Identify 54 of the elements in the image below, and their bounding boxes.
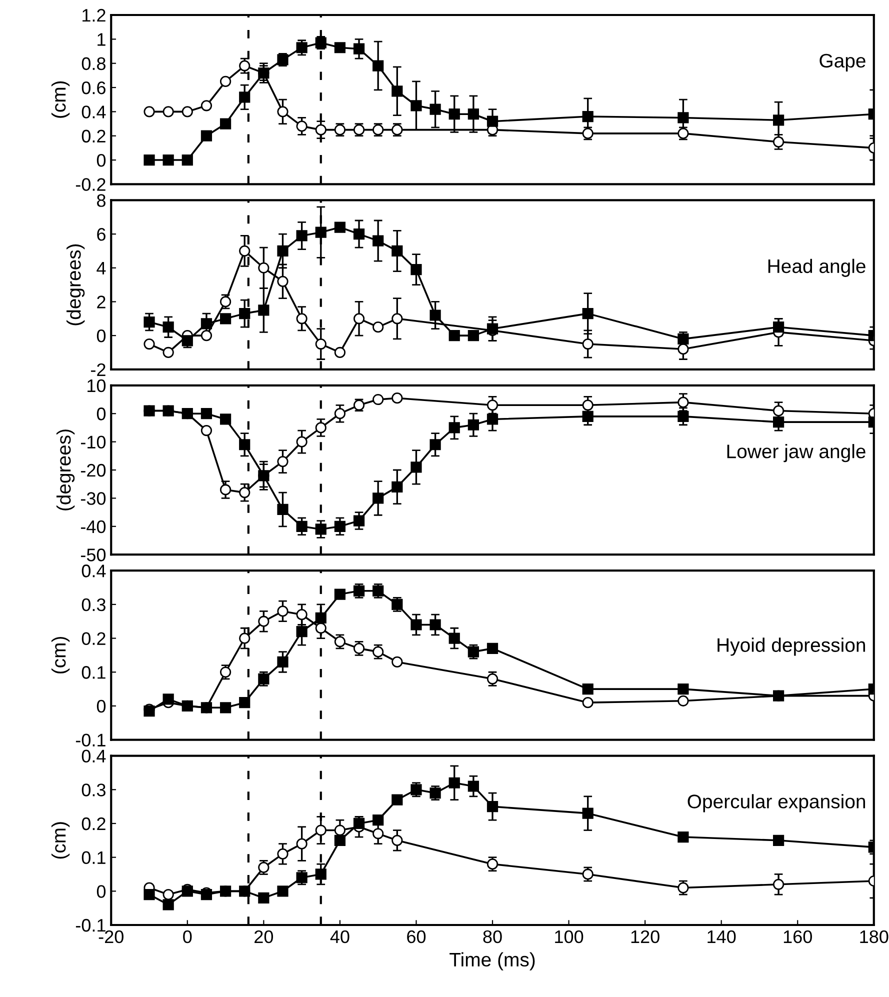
y-tick-label: 0.2 (82, 817, 106, 830)
x-tick-label: 160 (784, 930, 812, 944)
y-tick-label: 0.1 (82, 851, 106, 864)
y-axis-title: (cm) (51, 81, 70, 118)
x-tick-label: 100 (555, 930, 584, 944)
y-tick-label: 0.2 (82, 632, 106, 645)
x-axis-title: Time (ms) (450, 952, 535, 970)
y-axis-title: (degrees) (56, 430, 75, 510)
text: Head angle (768, 258, 866, 277)
x-tick-label: 80 (483, 930, 502, 944)
y-tick-label: 4 (96, 262, 106, 274)
y-axis-title: (cm) (51, 822, 70, 859)
y-tick-label: 0.6 (82, 81, 106, 94)
x-tick-label: 180 (860, 930, 888, 944)
y-tick-label: 1.2 (82, 8, 106, 22)
y-axis-title: (cm) (51, 636, 70, 674)
y-tick-label: 0.4 (82, 750, 106, 763)
y-tick-label: -10 (80, 436, 106, 449)
y-tick-label: 0.2 (82, 130, 106, 143)
y-tick-label: 0.4 (82, 106, 106, 118)
x-tick-label: 0 (183, 930, 192, 944)
text: Gape (820, 54, 866, 72)
y-tick-label: 0 (96, 329, 106, 342)
text: Hyoid depression (718, 638, 866, 656)
x-tick-label: 40 (330, 930, 350, 944)
y-tick-label: -2 (91, 363, 106, 376)
x-tick-label: 120 (631, 930, 660, 944)
y-tick-label: 0.1 (82, 666, 106, 679)
y-tick-label: 0 (96, 154, 106, 167)
y-tick-label: -20 (80, 464, 106, 477)
y-axis-title: (degrees) (66, 244, 85, 326)
y-tick-label: 1 (98, 33, 106, 46)
text: Opercular expansion (688, 794, 866, 812)
y-tick-label: 2 (97, 296, 106, 308)
y-tick-label: 10 (88, 379, 106, 392)
y-tick-label: 0.4 (82, 564, 106, 578)
x-tick-label: 20 (254, 930, 274, 944)
y-tick-label: -40 (80, 520, 106, 534)
x-tick-label: 140 (708, 930, 736, 944)
y-tick-label: -0.1 (76, 918, 106, 932)
y-tick-label: -0.1 (76, 734, 106, 747)
y-tick-label: -30 (80, 492, 106, 505)
y-tick-label: 0 (96, 408, 106, 420)
y-tick-label: -0.2 (76, 178, 106, 191)
text: Lower jaw angle (727, 444, 866, 462)
y-tick-label: 8 (97, 194, 106, 207)
y-tick-label: 0.8 (82, 57, 106, 70)
y-tick-label: -50 (80, 548, 106, 562)
y-tick-label: 0.3 (82, 598, 106, 612)
y-tick-label: 0 (96, 700, 106, 713)
x-tick-label: 60 (407, 930, 426, 944)
y-tick-label: 0 (96, 885, 106, 898)
y-tick-label: 0.3 (82, 784, 106, 796)
y-tick-label: 6 (97, 228, 106, 241)
